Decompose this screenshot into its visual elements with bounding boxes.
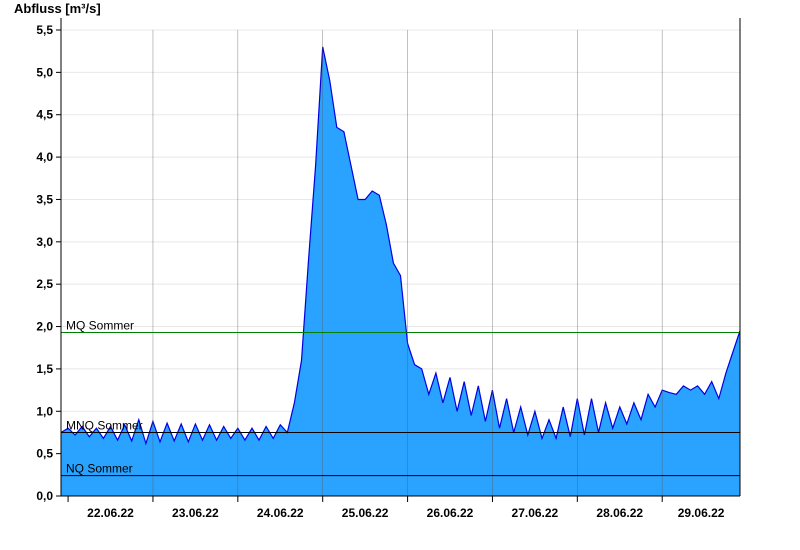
day-separator-lines — [152, 30, 663, 496]
discharge-line — [60, 46, 741, 446]
x-tick-label: 23.06.22 — [172, 506, 219, 520]
y-tick-label: 0,0 — [36, 489, 53, 503]
reference-line-label: NQ Sommer — [66, 462, 133, 476]
y-tick-label: 5,5 — [36, 23, 53, 37]
reference-lines: MQ Sommer MNQ Sommer NQ Sommer — [61, 318, 740, 477]
discharge-fill — [61, 46, 740, 497]
y-axis-title: Abfluss [m³/s] — [14, 1, 101, 16]
y-tick-label: 1,0 — [36, 404, 53, 418]
x-tick-label: 24.06.22 — [257, 506, 304, 520]
y-tick-label: 5,0 — [36, 65, 53, 79]
y-tick-label: 2,5 — [36, 277, 53, 291]
x-tick-label: 27.06.22 — [512, 506, 559, 520]
y-tick-label: 3,0 — [36, 235, 53, 249]
x-tick-label: 22.06.22 — [87, 506, 134, 520]
x-tick-label: 25.06.22 — [342, 506, 389, 520]
discharge-area — [60, 46, 741, 497]
y-tick-label: 4,0 — [36, 150, 53, 164]
y-tick-label: 0,5 — [36, 447, 53, 461]
y-tick-label: 3,5 — [36, 192, 53, 206]
x-tick-label: 29.06.22 — [678, 506, 725, 520]
y-tick-label: 4,5 — [36, 108, 53, 122]
reference-line-label: MQ Sommer — [66, 318, 134, 332]
y-tick-label: 2,0 — [36, 320, 53, 334]
axes: 0,0 0,5 1,0 1,5 2,0 2,5 3,0 3,5 4,0 4,5 5,0 5,5 22.0… — [36, 18, 741, 520]
y-tick-label: 1,5 — [36, 362, 53, 376]
x-tick-label: 26.06.22 — [427, 506, 474, 520]
reference-line-label: MNQ Sommer — [66, 418, 143, 432]
x-tick-label: 28.06.22 — [596, 506, 643, 520]
